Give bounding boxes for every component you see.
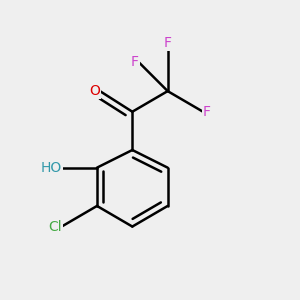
Text: Cl: Cl: [48, 220, 62, 234]
Text: HO: HO: [40, 161, 62, 175]
Text: F: F: [203, 105, 211, 119]
Text: F: F: [164, 36, 172, 50]
Text: O: O: [89, 84, 100, 98]
Text: F: F: [130, 55, 138, 69]
